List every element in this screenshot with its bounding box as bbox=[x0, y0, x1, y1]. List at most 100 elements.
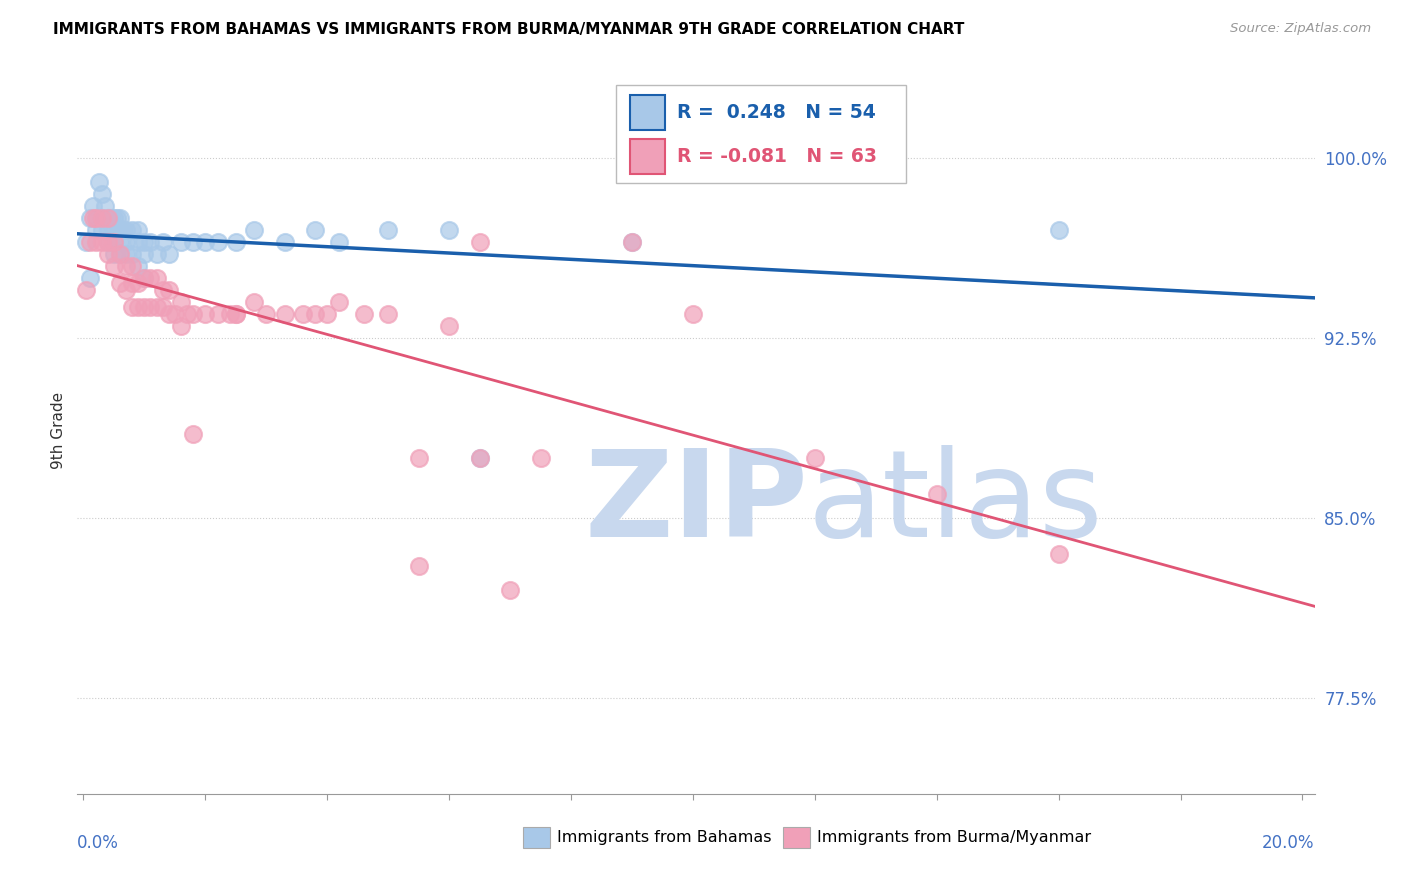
Point bbox=[437, 223, 460, 237]
Point bbox=[207, 235, 229, 249]
Point bbox=[145, 300, 167, 314]
Point bbox=[127, 223, 149, 237]
Point bbox=[97, 235, 120, 249]
Point bbox=[243, 295, 266, 310]
Text: atlas: atlas bbox=[807, 444, 1102, 562]
Point bbox=[90, 187, 112, 202]
Point bbox=[103, 259, 125, 273]
Point bbox=[181, 307, 204, 321]
Point bbox=[620, 235, 643, 249]
Point bbox=[1047, 547, 1070, 561]
Point bbox=[145, 247, 167, 261]
Point bbox=[82, 211, 104, 225]
Point bbox=[121, 223, 143, 237]
Point bbox=[90, 211, 112, 225]
Point bbox=[103, 211, 125, 225]
FancyBboxPatch shape bbox=[616, 85, 907, 183]
Point bbox=[254, 307, 277, 321]
Text: IMMIGRANTS FROM BAHAMAS VS IMMIGRANTS FROM BURMA/MYANMAR 9TH GRADE CORRELATION C: IMMIGRANTS FROM BAHAMAS VS IMMIGRANTS FR… bbox=[53, 22, 965, 37]
Point bbox=[157, 283, 180, 297]
Point bbox=[90, 211, 112, 225]
Text: Immigrants from Burma/Myanmar: Immigrants from Burma/Myanmar bbox=[817, 830, 1091, 845]
Point bbox=[84, 223, 107, 237]
Point bbox=[163, 307, 186, 321]
Point bbox=[194, 307, 217, 321]
Point bbox=[79, 271, 101, 285]
Point bbox=[225, 307, 247, 321]
Point bbox=[127, 300, 149, 314]
Point bbox=[115, 283, 138, 297]
Point bbox=[115, 259, 138, 273]
Point bbox=[328, 235, 350, 249]
Point bbox=[134, 271, 156, 285]
Point bbox=[529, 450, 551, 465]
Point bbox=[243, 223, 266, 237]
Point bbox=[145, 271, 167, 285]
Text: 20.0%: 20.0% bbox=[1263, 834, 1315, 852]
Text: Source: ZipAtlas.com: Source: ZipAtlas.com bbox=[1230, 22, 1371, 36]
Point bbox=[804, 450, 827, 465]
Point bbox=[1047, 223, 1070, 237]
Point bbox=[134, 300, 156, 314]
Point bbox=[108, 247, 131, 261]
Point bbox=[218, 307, 240, 321]
Point bbox=[97, 211, 120, 225]
Point bbox=[121, 276, 143, 290]
Point bbox=[115, 223, 138, 237]
Point bbox=[112, 223, 135, 237]
Point bbox=[207, 307, 229, 321]
Bar bbox=[783, 827, 810, 848]
Point bbox=[97, 235, 120, 249]
Point bbox=[127, 235, 149, 249]
Point bbox=[103, 247, 125, 261]
Y-axis label: 9th Grade: 9th Grade bbox=[51, 392, 66, 469]
Point bbox=[108, 223, 131, 237]
Point bbox=[157, 247, 180, 261]
Point bbox=[97, 223, 120, 237]
Point bbox=[328, 295, 350, 310]
Point bbox=[152, 300, 174, 314]
Point bbox=[181, 427, 204, 442]
Point bbox=[115, 247, 138, 261]
Point bbox=[304, 223, 326, 237]
Point bbox=[170, 235, 193, 249]
Point bbox=[170, 295, 193, 310]
Point bbox=[170, 318, 193, 333]
Text: R =  0.248   N = 54: R = 0.248 N = 54 bbox=[678, 103, 876, 122]
Point bbox=[377, 307, 399, 321]
Point bbox=[273, 307, 295, 321]
Point bbox=[316, 307, 339, 321]
Point bbox=[84, 211, 107, 225]
Point bbox=[108, 235, 131, 249]
Point bbox=[121, 259, 143, 273]
Point bbox=[152, 235, 174, 249]
Point bbox=[134, 235, 156, 249]
Point bbox=[103, 235, 125, 249]
Point bbox=[408, 558, 430, 573]
Point bbox=[108, 276, 131, 290]
Point bbox=[273, 235, 295, 249]
Point bbox=[82, 199, 104, 213]
Point bbox=[105, 211, 128, 225]
Point bbox=[468, 450, 491, 465]
Point bbox=[79, 211, 101, 225]
Point bbox=[437, 318, 460, 333]
Point bbox=[377, 223, 399, 237]
Point bbox=[468, 235, 491, 249]
Point bbox=[408, 450, 430, 465]
Text: Immigrants from Bahamas: Immigrants from Bahamas bbox=[557, 830, 772, 845]
Point bbox=[225, 307, 247, 321]
Point bbox=[108, 211, 131, 225]
Point bbox=[134, 247, 156, 261]
Point bbox=[620, 235, 643, 249]
Point bbox=[127, 259, 149, 273]
Bar bbox=[523, 827, 550, 848]
Point bbox=[225, 235, 247, 249]
Point bbox=[152, 283, 174, 297]
Point bbox=[90, 235, 112, 249]
Point bbox=[94, 199, 117, 213]
Point bbox=[139, 300, 162, 314]
Point bbox=[76, 283, 98, 297]
Point bbox=[468, 450, 491, 465]
Point bbox=[90, 223, 112, 237]
